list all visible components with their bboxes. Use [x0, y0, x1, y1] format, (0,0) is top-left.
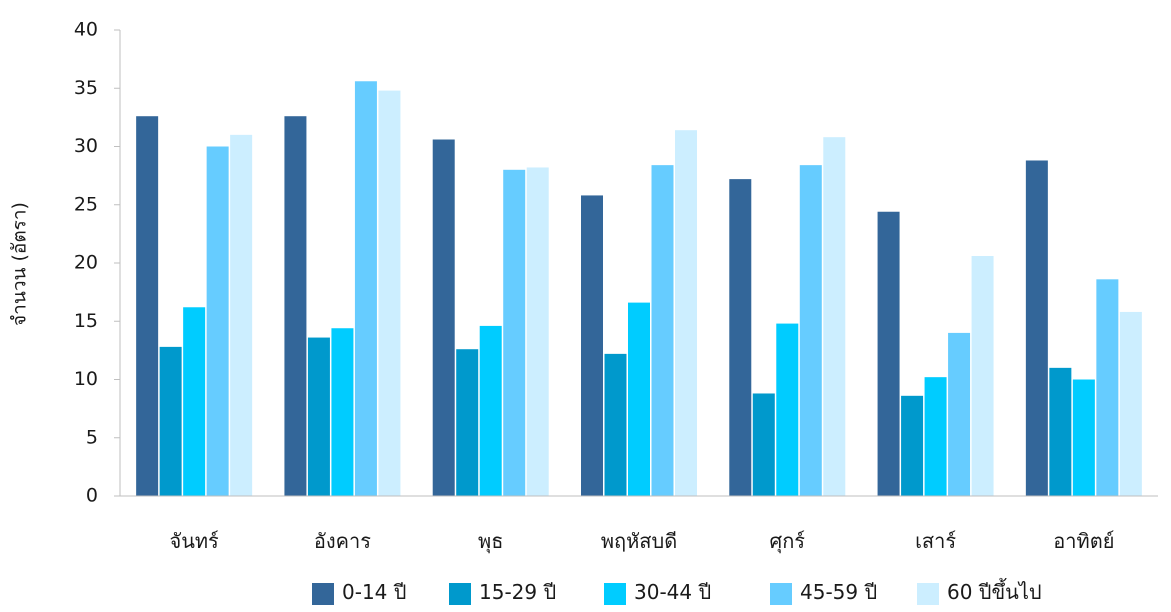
bar	[604, 353, 627, 496]
y-tick-label: 25	[74, 193, 98, 215]
bar	[503, 169, 526, 497]
bar	[651, 165, 674, 496]
y-tick-label: 30	[74, 135, 98, 157]
legend-swatch	[917, 583, 939, 605]
bar	[183, 307, 206, 496]
bar	[378, 90, 401, 496]
legend-swatch	[770, 583, 792, 605]
bar	[479, 325, 502, 496]
y-tick-label: 20	[74, 252, 98, 274]
bar	[1119, 311, 1142, 496]
x-category-label: อังคาร	[314, 529, 371, 553]
legend-label: 45-59 ปี	[800, 580, 877, 604]
y-axis-title-group: จำนวน (อัตรา)	[9, 202, 31, 326]
x-category-label: จันทร์	[169, 529, 219, 553]
bar	[331, 328, 354, 496]
legend-swatch	[604, 583, 626, 605]
bar	[206, 146, 229, 496]
bar	[1049, 367, 1072, 496]
bar	[136, 116, 159, 497]
x-axis-labels: จันทร์ อังคาร พุธ พฤหัสบดี ศุกร์ เสาร์ อาทิตย์	[169, 529, 1114, 554]
bar	[877, 211, 900, 497]
bar	[1072, 379, 1095, 496]
bar	[1096, 279, 1119, 496]
legend-label: 60 ปีขึ้นไป	[947, 578, 1042, 604]
bar	[901, 395, 924, 496]
legend-label: 15-29 ปี	[479, 580, 556, 604]
y-tick-label: 40	[74, 19, 98, 41]
bar	[823, 137, 846, 496]
y-tick-label: 0	[86, 485, 98, 507]
bar	[948, 332, 971, 496]
y-tick-label: 5	[86, 426, 98, 448]
bar	[456, 349, 479, 496]
bar	[675, 130, 697, 496]
legend: 0-14 ปี 15-29 ปี 30-44 ปี 45-59 ปี 60 ปีขึ้น…	[312, 578, 1042, 605]
legend-label: 30-44 ปี	[634, 580, 711, 604]
bar	[284, 116, 307, 497]
legend-label: 0-14 ปี	[342, 580, 406, 604]
bar	[729, 179, 752, 496]
bar	[159, 346, 182, 496]
legend-swatch	[312, 583, 334, 605]
bar	[971, 256, 994, 496]
x-category-label: พุธ	[478, 529, 503, 554]
bar	[581, 195, 603, 496]
bar	[752, 393, 775, 496]
axes	[119, 30, 1158, 497]
y-axis-ticks: 0 5 10 15 20 25 30 35 40	[74, 19, 120, 507]
bar	[628, 302, 650, 496]
x-category-label: อาทิตย์	[1053, 529, 1114, 553]
y-tick-label: 35	[74, 77, 98, 99]
bar	[799, 165, 822, 496]
bars	[136, 81, 1142, 497]
bar	[432, 139, 455, 496]
x-category-label: พฤหัสบดี	[601, 529, 677, 553]
bar	[776, 323, 799, 496]
bar	[307, 337, 330, 496]
bar	[1025, 160, 1048, 497]
y-axis-title: จำนวน (อัตรา)	[9, 202, 31, 326]
legend-swatch	[449, 583, 471, 605]
y-tick-label: 15	[74, 310, 98, 332]
x-category-label: ศุกร์	[770, 529, 806, 554]
bar	[526, 167, 549, 496]
x-category-label: เสาร์	[915, 529, 956, 553]
y-tick-label: 10	[74, 368, 98, 390]
bar	[230, 134, 253, 496]
bar	[354, 81, 377, 496]
bar	[924, 377, 947, 496]
